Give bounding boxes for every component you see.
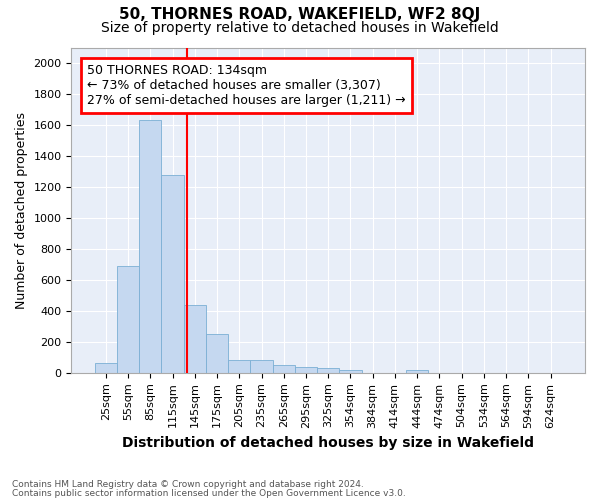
Bar [117,266,139,373]
Y-axis label: Number of detached properties: Number of detached properties [15,112,28,308]
Bar [184,306,206,373]
Text: Size of property relative to detached houses in Wakefield: Size of property relative to detached ho… [101,21,499,35]
Text: Contains HM Land Registry data © Crown copyright and database right 2024.: Contains HM Land Registry data © Crown c… [12,480,364,489]
Text: Contains public sector information licensed under the Open Government Licence v3: Contains public sector information licen… [12,488,406,498]
Bar [228,360,250,373]
Bar [250,360,272,373]
Bar [295,366,317,373]
Text: 50 THORNES ROAD: 134sqm
← 73% of detached houses are smaller (3,307)
27% of semi: 50 THORNES ROAD: 134sqm ← 73% of detache… [87,64,406,107]
Bar [161,174,184,373]
X-axis label: Distribution of detached houses by size in Wakefield: Distribution of detached houses by size … [122,436,534,450]
Bar [206,334,228,373]
Text: 50, THORNES ROAD, WAKEFIELD, WF2 8QJ: 50, THORNES ROAD, WAKEFIELD, WF2 8QJ [119,8,481,22]
Bar [340,370,362,373]
Bar [139,120,161,373]
Bar [95,363,117,373]
Bar [406,370,428,373]
Bar [317,368,340,373]
Bar [272,365,295,373]
